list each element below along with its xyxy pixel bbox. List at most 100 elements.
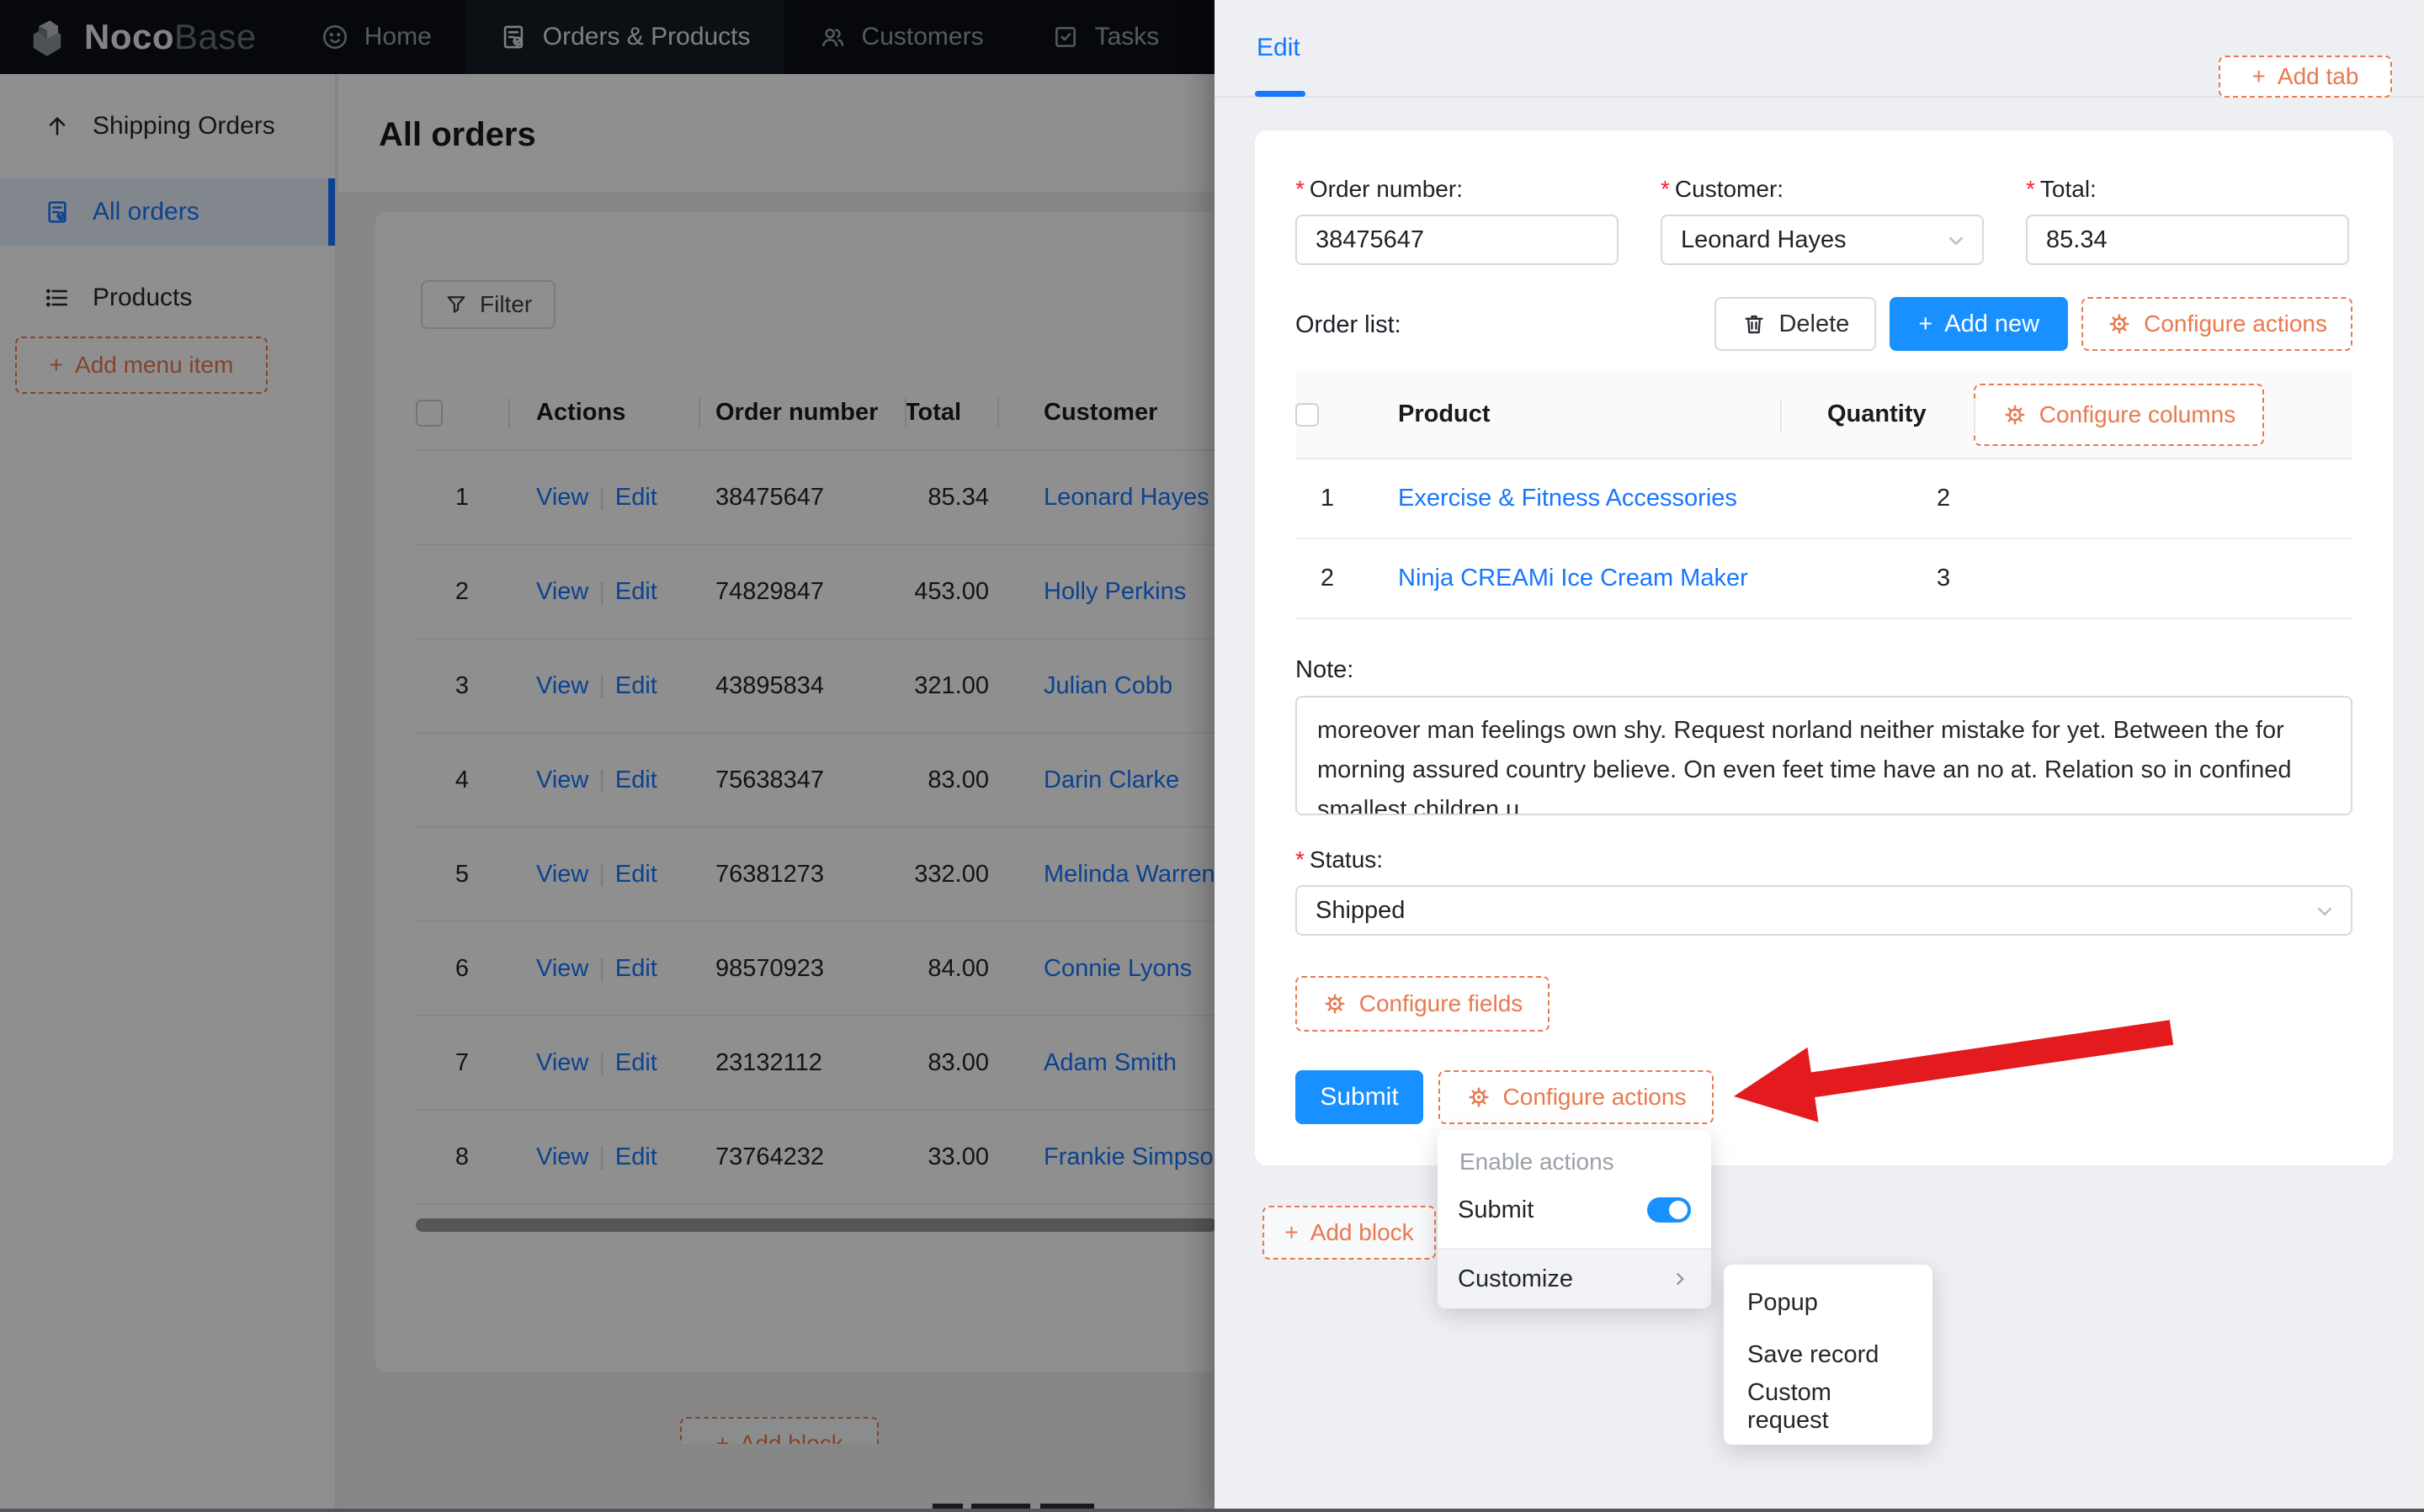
add-new-button[interactable]: + Add new [1890, 297, 2069, 351]
product-link[interactable]: Ninja CREAMi Ice Cream Maker [1398, 565, 1748, 592]
edit-link[interactable]: Edit [614, 483, 657, 511]
add-block-button[interactable]: + Add block [1262, 1206, 1436, 1260]
sidebar-item-all-orders[interactable]: All orders [0, 178, 335, 246]
chevron-down-icon [2317, 907, 2332, 916]
view-link[interactable]: View [536, 483, 589, 511]
gear-icon [2005, 405, 2025, 424]
edit-link[interactable]: Edit [614, 1048, 657, 1076]
plus-icon: + [2251, 63, 2266, 89]
form-check-icon [503, 25, 523, 49]
team-icon [821, 28, 843, 47]
customer-link[interactable]: Leonard Hayes [1044, 483, 1209, 511]
customer-link[interactable]: Darin Clarke [1044, 766, 1180, 793]
column-product: Product [1359, 371, 1780, 459]
drawer-header: Edit + Add tab [1215, 0, 2424, 98]
view-link[interactable]: View [536, 1048, 589, 1076]
arrow-up-icon [49, 117, 66, 135]
product-link[interactable]: Exercise & Fitness Accessories [1398, 485, 1737, 512]
status-select[interactable]: Shipped [1295, 885, 2352, 936]
customize-submenu: Popup Save record Custom request [1724, 1265, 1932, 1445]
chevron-right-icon [1676, 1272, 1684, 1286]
edit-link[interactable]: Edit [614, 671, 657, 699]
view-link[interactable]: View [536, 860, 589, 888]
submenu-item-save-record[interactable]: Save record [1747, 1340, 1879, 1368]
configure-actions-menu: Enable actions Submit Customize [1438, 1130, 1711, 1308]
column-order-number: Order number [699, 376, 905, 451]
filter-button[interactable]: Filter [421, 280, 556, 329]
edit-link[interactable]: Edit [614, 577, 657, 605]
delete-button[interactable]: Delete [1714, 297, 1877, 351]
submit-button[interactable]: Submit [1295, 1070, 1423, 1124]
nav-item-customers[interactable]: Customers [784, 0, 1018, 74]
select-all-checkbox[interactable] [416, 400, 443, 427]
table-row: 2 View | Edit 74829847 453.00 Holly Perkin… [416, 544, 1279, 639]
plus-icon: + [49, 352, 64, 378]
view-link[interactable]: View [536, 671, 589, 699]
note-textarea[interactable]: moreover man feelings own shy. Request n… [1295, 696, 2352, 815]
table-row: 8 View | Edit 73764232 33.00 Frankie Simps… [416, 1110, 1279, 1205]
nav-item-orders-products[interactable]: Orders & Products [465, 0, 784, 74]
submenu-item-popup[interactable]: Popup [1747, 1288, 1818, 1316]
edit-link[interactable]: Edit [614, 766, 657, 793]
plus-icon: + [1918, 310, 1933, 337]
required-asterisk: * [1295, 176, 1305, 202]
customer-link[interactable]: Adam Smith [1044, 1048, 1177, 1076]
configure-columns-button[interactable]: Configure columns [1974, 383, 2264, 446]
table-row: 3 View | Edit 43895834 321.00 Julian Cobb [416, 639, 1279, 734]
customer-link[interactable]: Frankie Simpson [1044, 1143, 1227, 1170]
customer-link[interactable]: Connie Lyons [1044, 954, 1193, 982]
customer-link[interactable]: Melinda Warren [1044, 860, 1215, 888]
sidebar-item-products[interactable]: Products [0, 264, 335, 332]
total-input[interactable] [2026, 215, 2349, 265]
view-link[interactable]: View [536, 577, 589, 605]
view-link[interactable]: View [536, 1143, 589, 1170]
field-total: * Total: [2026, 176, 2349, 265]
menu-divider [1438, 1248, 1711, 1249]
menu-item-customize[interactable]: Customize [1438, 1249, 1711, 1308]
edit-link[interactable]: Edit [614, 954, 657, 982]
column-quantity: Quantity [1780, 371, 1974, 459]
field-customer: * Customer: Leonard Hayes [1661, 176, 1984, 265]
submit-toggle-on[interactable] [1647, 1197, 1691, 1223]
order-number-input[interactable] [1295, 215, 1619, 265]
configure-actions-button[interactable]: Configure actions [1438, 1070, 1714, 1124]
screen-bottom-edge [0, 1509, 2424, 1512]
note-label: Note: [1295, 656, 1354, 683]
view-link[interactable]: View [536, 954, 589, 982]
edit-drawer: Edit + Add tab *Order number: *Customer:… [1215, 0, 2424, 1512]
customer-link[interactable]: Julian Cobb [1044, 671, 1173, 699]
brand-primary: Noco [84, 17, 174, 56]
view-link[interactable]: View [536, 766, 589, 793]
edit-link[interactable]: Edit [614, 860, 657, 888]
configure-fields-button[interactable]: Configure fields [1295, 976, 1550, 1032]
horizontal-scrollbar[interactable] [416, 1218, 1217, 1232]
file-check-icon [48, 201, 66, 223]
column-actions: Actions [508, 376, 699, 451]
customer-link[interactable]: Holly Perkins [1044, 577, 1187, 605]
clipped-content-fragment [933, 1504, 963, 1512]
add-block-button[interactable]: + Add block [680, 1417, 879, 1444]
add-tab-button[interactable]: + Add tab [2219, 56, 2392, 98]
nav-item-tasks[interactable]: Tasks [1018, 0, 1193, 74]
submenu-item-custom-request[interactable]: Custom request [1747, 1379, 1831, 1434]
plus-icon: + [715, 1430, 730, 1444]
required-asterisk: * [2026, 176, 2035, 202]
select-all-checkbox[interactable] [1295, 403, 1319, 427]
check-square-icon [1055, 27, 1076, 47]
subtable-row: 2 Ninja CREAMi Ice Cream Maker 3 [1295, 538, 2352, 619]
menu-group-label: Enable actions [1459, 1149, 1614, 1175]
active-tab-indicator [1255, 91, 1305, 97]
required-asterisk: * [1661, 176, 1670, 202]
nav-item-home[interactable]: Home [287, 0, 465, 74]
smiley-icon [322, 24, 347, 50]
sidebar-item-shipping-orders[interactable]: Shipping Orders [0, 93, 335, 160]
nocobase-logo[interactable]: NocoBase [0, 0, 287, 74]
configure-actions-button[interactable]: Configure actions [2081, 297, 2352, 351]
add-menu-item-button[interactable]: + Add menu item [15, 337, 268, 394]
edit-link[interactable]: Edit [614, 1143, 657, 1170]
subtable-row: 1 Exercise & Fitness Accessories 2 [1295, 459, 2352, 539]
menu-item-submit[interactable]: Submit [1438, 1180, 1711, 1239]
add-block-clipped: + Add block [680, 1417, 879, 1444]
customer-select[interactable]: Leonard Hayes [1661, 215, 1984, 265]
tab-edit[interactable]: Edit [1257, 34, 1300, 61]
